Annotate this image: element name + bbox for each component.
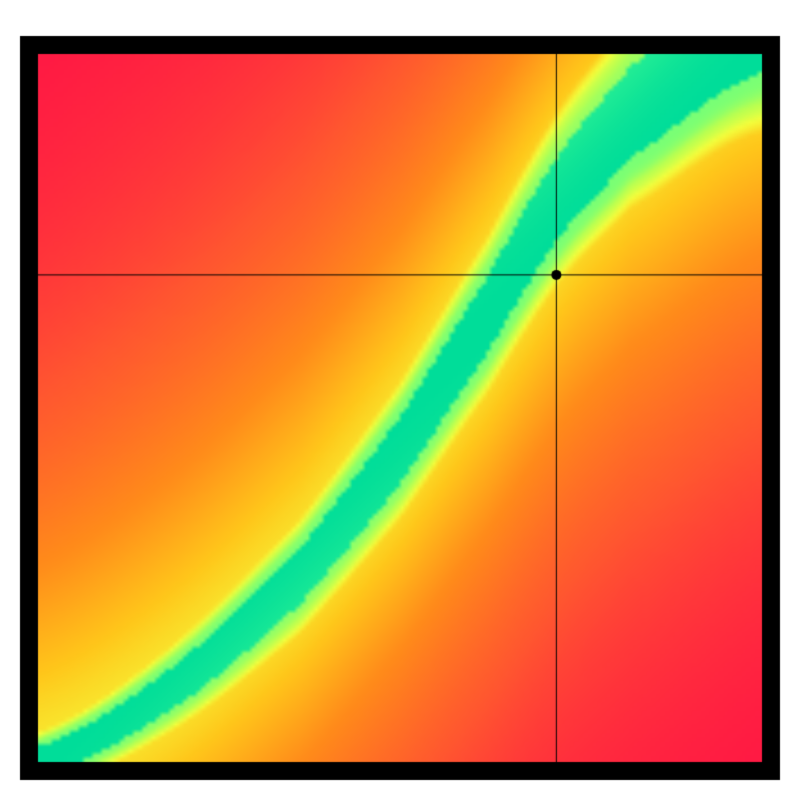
chart-container: TheBottleneck.com [0, 0, 800, 800]
bottleneck-heatmap [0, 0, 800, 800]
